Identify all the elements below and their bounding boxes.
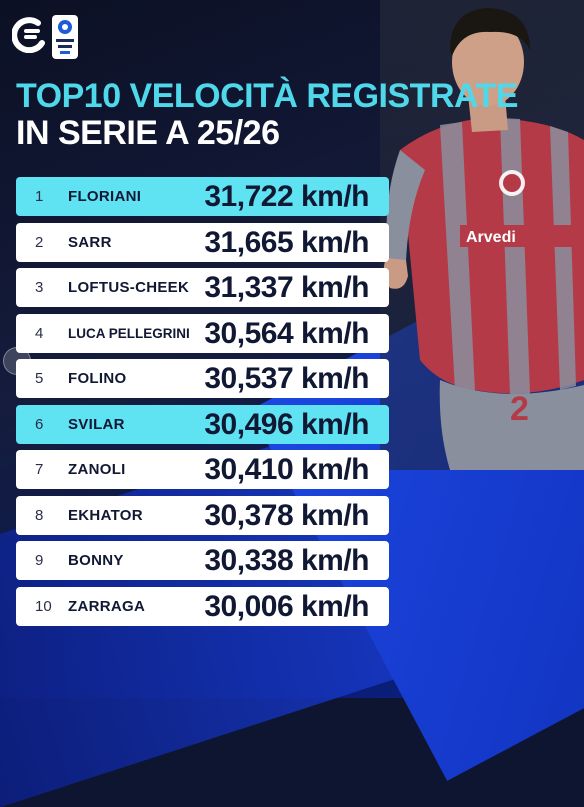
ranking-row: 3 LOFTUS-CHEEK 31,337 km/h	[16, 268, 389, 307]
ranking-row: 4 LUCA PELLEGRINI 30,564 km/h	[16, 313, 389, 353]
top-speed: 30,537 km/h	[204, 362, 369, 395]
ranking-list: 1 FLORIANI 31,722 km/h 2 SARR 31,665 km/…	[16, 177, 389, 632]
player-name: SVILAR	[68, 415, 125, 433]
page-title: TOP10 VELOCITÀ REGISTRATE IN SERIE A 25/…	[16, 78, 518, 152]
top-speed: 30,564 km/h	[204, 316, 369, 350]
player-name: LUCA PELLEGRINI	[68, 325, 190, 341]
rank-number: 5	[35, 370, 44, 387]
rank-number: 9	[35, 552, 44, 569]
player-name: LOFTUS-CHEEK	[68, 279, 190, 296]
jersey-number: 2	[510, 390, 529, 428]
ranking-row: 6 SVILAR 30,496 km/h	[16, 404, 389, 444]
player-name: SARR	[68, 233, 112, 251]
rank-number: 6	[35, 415, 44, 433]
rank-number: 3	[35, 279, 44, 296]
rank-number: 1	[35, 188, 44, 205]
rank-number: 2	[35, 233, 44, 251]
top-speed: 31,722 km/h	[204, 180, 369, 213]
player-name: EKHATOR	[68, 506, 143, 524]
player-name: ZANOLI	[68, 461, 126, 478]
player-name: FLORIANI	[68, 188, 142, 205]
top-speed: 31,665 km/h	[204, 225, 369, 259]
ranking-row: 8 EKHATOR 30,378 km/h	[16, 495, 389, 535]
rank-number: 7	[35, 461, 44, 478]
top-speed: 30,006 km/h	[204, 589, 369, 623]
top-speed: 31,337 km/h	[204, 271, 369, 304]
serie-a-logo-icon	[52, 15, 78, 59]
ranking-row: 9 BONNY 30,338 km/h	[16, 541, 389, 580]
rank-number: 8	[35, 506, 44, 524]
title-line-2: IN SERIE A 25/26	[16, 114, 280, 152]
ranking-row: 1 FLORIANI 31,722 km/h	[16, 177, 389, 216]
top-speed: 30,496 km/h	[204, 407, 369, 441]
player-photo: 2 Arvedi	[380, 0, 584, 470]
ranking-row: 7 ZANOLI 30,410 km/h	[16, 450, 389, 489]
rank-number: 4	[35, 324, 44, 342]
player-name: BONNY	[68, 552, 124, 569]
title-line-1: TOP10 VELOCITÀ REGISTRATE	[16, 77, 518, 115]
jersey-sponsor: Arvedi	[466, 229, 516, 246]
top-speed: 30,338 km/h	[204, 544, 369, 577]
player-name: FOLINO	[68, 370, 127, 387]
club-logo-icon	[12, 17, 45, 53]
rank-number: 10	[35, 597, 52, 615]
ranking-row: 10 ZARRAGA 30,006 km/h	[16, 586, 389, 626]
top-speed: 30,410 km/h	[204, 453, 369, 486]
player-name: ZARRAGA	[68, 597, 146, 615]
top-speed: 30,378 km/h	[204, 498, 369, 532]
ranking-row: 2 SARR 31,665 km/h	[16, 222, 389, 262]
ranking-row: 5 FOLINO 30,537 km/h	[16, 359, 389, 398]
